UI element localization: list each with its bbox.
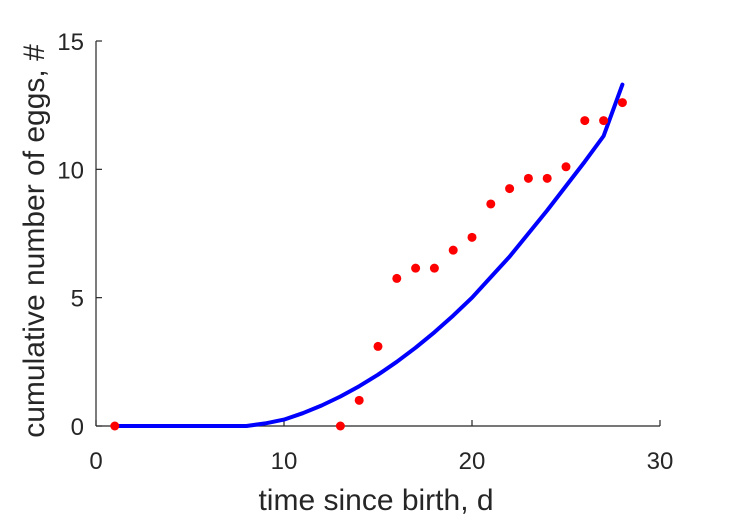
data-point <box>467 232 477 242</box>
data-point <box>373 341 383 351</box>
data-point <box>429 263 439 273</box>
data-point <box>335 421 345 431</box>
y-tick-label: 5 <box>71 286 84 313</box>
x-tick-label: 10 <box>271 448 298 475</box>
data-point <box>523 173 533 183</box>
data-point <box>561 162 571 172</box>
x-axis-label: time since birth, d <box>258 484 493 517</box>
data-point <box>392 273 402 283</box>
y-tick-label: 10 <box>57 157 84 184</box>
data-point <box>617 98 627 108</box>
x-tick-label: 0 <box>89 448 102 475</box>
data-point <box>411 263 421 273</box>
model-curve <box>112 82 625 428</box>
data-point <box>542 173 552 183</box>
axes <box>95 40 661 427</box>
data-point <box>110 421 120 431</box>
data-point <box>486 199 496 209</box>
data-point <box>448 245 458 255</box>
data-point <box>505 184 515 194</box>
tick-labels: 0 10 20 30 0 5 10 15 <box>57 29 673 475</box>
y-tick-label: 0 <box>71 414 84 441</box>
series-layer <box>110 82 627 431</box>
data-point <box>354 395 364 405</box>
y-tick-label: 15 <box>57 29 84 56</box>
data-point <box>599 116 609 126</box>
data-point <box>580 116 590 126</box>
x-tick-label: 30 <box>647 448 674 475</box>
y-axis-label: cumulative number of eggs, # <box>18 44 51 438</box>
x-tick-label: 20 <box>459 448 486 475</box>
